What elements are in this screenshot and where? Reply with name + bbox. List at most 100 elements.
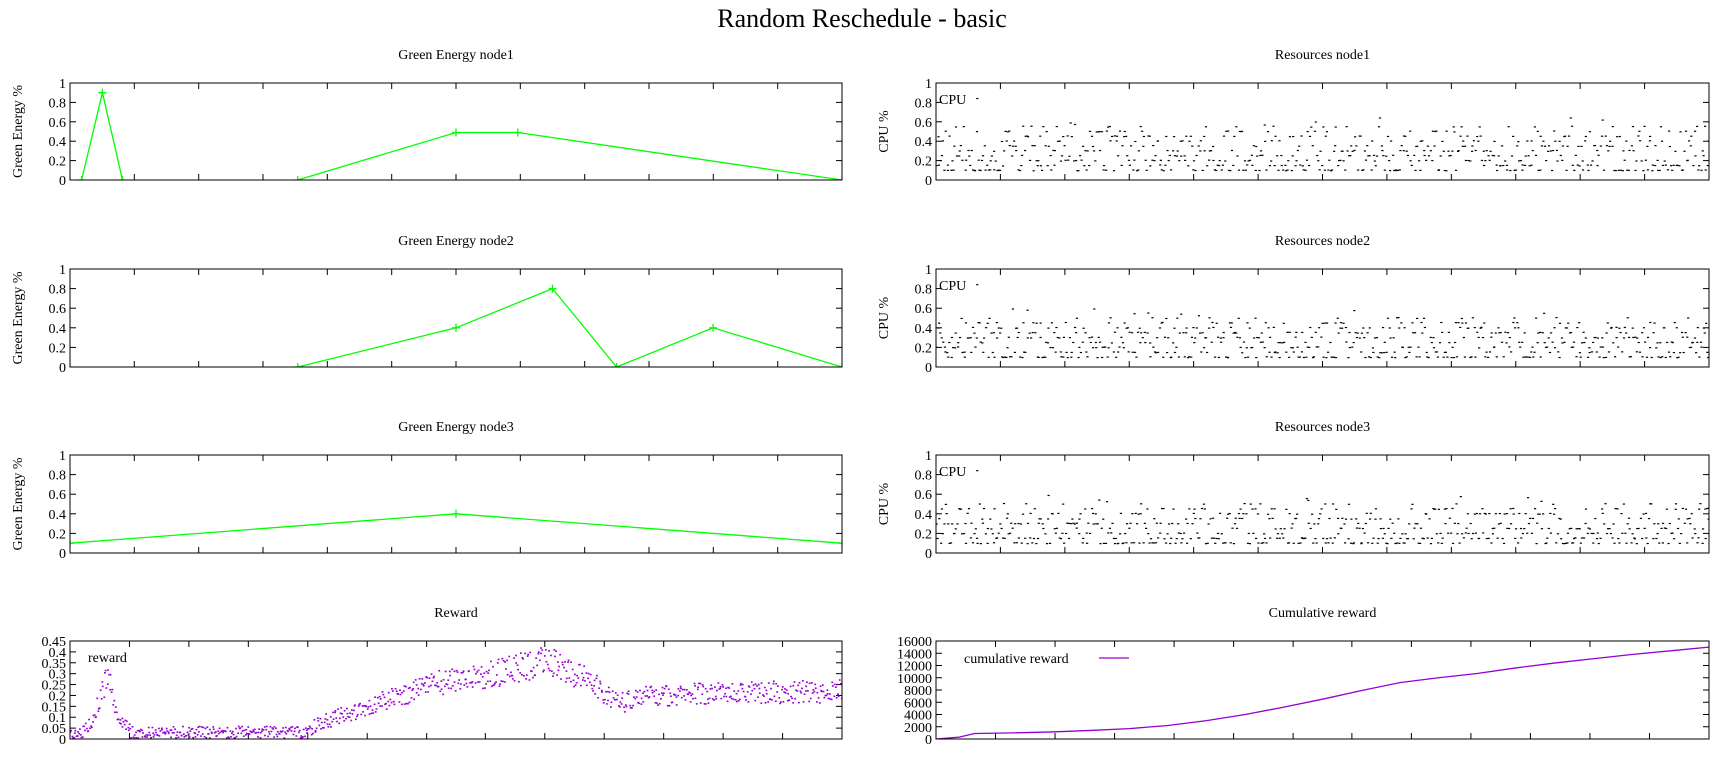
- data-point: [985, 327, 988, 329]
- data-point: [1031, 145, 1034, 147]
- data-point: [646, 689, 649, 692]
- data-point: [1666, 341, 1669, 344]
- series-line: [936, 646, 1709, 739]
- data-point: [1028, 332, 1031, 334]
- data-point: [733, 690, 736, 692]
- data-point: [1116, 327, 1119, 329]
- data-point: [634, 697, 637, 700]
- data-point: [1102, 169, 1105, 171]
- data-point: [1039, 336, 1042, 339]
- data-point: [1162, 356, 1165, 358]
- data-point: [732, 698, 735, 701]
- data-point: [949, 542, 953, 544]
- data-point: [1605, 145, 1608, 147]
- data-point: [1687, 140, 1691, 142]
- data-point: [986, 527, 989, 530]
- data-point: [1126, 155, 1129, 157]
- data-point: [1461, 533, 1464, 535]
- data-point: [1409, 346, 1412, 348]
- data-point: [290, 730, 293, 732]
- data-point: [1696, 542, 1699, 544]
- data-point: [1050, 322, 1054, 324]
- data-point: [1260, 542, 1263, 544]
- data-point: [287, 730, 289, 733]
- data-point: [1254, 169, 1257, 172]
- data-point: [658, 693, 660, 696]
- data-point: [969, 164, 972, 167]
- data-point: [431, 680, 434, 683]
- data-point: [1251, 508, 1254, 510]
- data-point: [1355, 527, 1359, 529]
- data-point: [978, 503, 981, 505]
- data-point: [1516, 322, 1519, 324]
- data-point: [1534, 154, 1538, 156]
- data-point: [1435, 351, 1439, 353]
- data-point: [1007, 336, 1010, 338]
- data-point: [1080, 159, 1083, 161]
- data-point: [1095, 131, 1098, 133]
- data-point: [374, 711, 377, 713]
- data-point: [1336, 317, 1339, 319]
- data-point: [1364, 159, 1368, 161]
- data-point: [176, 731, 179, 733]
- data-point: [1139, 125, 1142, 128]
- data-point: [654, 701, 657, 704]
- data-point: [1049, 154, 1052, 157]
- data-point: [1613, 542, 1616, 544]
- data-point: [1021, 356, 1024, 359]
- data-point: [310, 733, 313, 736]
- data-point: [1112, 170, 1116, 172]
- data-point: [1527, 522, 1531, 525]
- data-point: [1185, 518, 1188, 520]
- data-point: [1143, 522, 1146, 524]
- plot-frame: [69, 454, 843, 554]
- data-point: [1156, 351, 1160, 354]
- data-point: [945, 513, 948, 515]
- data-point: [958, 336, 962, 339]
- data-point: [1357, 522, 1360, 524]
- data-point: [976, 470, 979, 472]
- data-point: [744, 695, 747, 698]
- data-point: [1090, 135, 1094, 137]
- data-point: [1575, 528, 1578, 530]
- data-point: [1656, 159, 1659, 161]
- data-point: [1100, 131, 1104, 133]
- data-point: [293, 363, 302, 367]
- data-point: [1193, 342, 1196, 344]
- data-point: [1287, 160, 1290, 162]
- data-point: [1452, 357, 1456, 359]
- data-point: [1169, 542, 1172, 545]
- data-point: [1395, 542, 1399, 544]
- data-point: [319, 717, 322, 720]
- data-point: [959, 144, 962, 147]
- data-point: [241, 730, 244, 732]
- data-point: [1115, 135, 1119, 137]
- data-point: [1701, 542, 1704, 544]
- data-point: [1268, 518, 1271, 520]
- data-point: [1540, 145, 1544, 147]
- data-point: [1627, 336, 1631, 339]
- data-point: [1531, 346, 1534, 348]
- data-point: [218, 727, 221, 730]
- data-point: [1404, 533, 1407, 535]
- data-point: [1497, 327, 1500, 329]
- data-point: [367, 706, 370, 708]
- data-point: [197, 726, 200, 729]
- data-point: [1288, 513, 1291, 515]
- data-point: [1173, 135, 1176, 138]
- data-point: [409, 686, 411, 689]
- data-point: [1390, 356, 1394, 358]
- data-point: [1342, 322, 1345, 324]
- data-point: [412, 681, 415, 684]
- data-point: [1353, 149, 1356, 152]
- data-point: [109, 673, 112, 676]
- data-point: [1211, 321, 1214, 324]
- data-point: [1317, 327, 1321, 329]
- data-point: [1677, 518, 1680, 520]
- data-point: [1334, 357, 1338, 359]
- data-point: [1002, 502, 1006, 505]
- data-point: [485, 670, 488, 673]
- data-point: [1073, 160, 1076, 162]
- data-point: [984, 533, 988, 535]
- data-point: [1392, 154, 1395, 156]
